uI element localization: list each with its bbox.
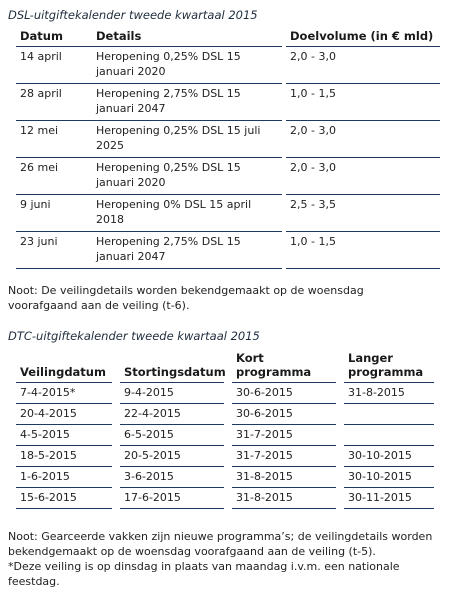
column-gap (224, 424, 232, 445)
cell-auction-date: 15-6-2015 (16, 487, 112, 509)
table-row: 4-5-2015 6-5-2015 31-7-2015 (16, 424, 434, 446)
cell-settlement-date: 17-6-2015 (120, 487, 224, 509)
cell-short-program: 31-7-2015 (232, 445, 336, 467)
cell-date: 14 april (16, 46, 92, 84)
cell-details: Heropening 2,75% DSL 15 januari 2047 (92, 83, 282, 121)
cell-date: 23 juni (16, 231, 92, 269)
table-header-row: Datum Details Doelvolume (in € mld) (16, 26, 440, 47)
table-row: 1-6-2015 3-6-2015 31-8-2015 30-10-2015 (16, 466, 434, 488)
cell-details: Heropening 0% DSL 15 april 2018 (92, 194, 282, 232)
header-details: Details (92, 26, 282, 47)
table-row: 9 juni Heropening 0% DSL 15 april 2018 2… (16, 194, 440, 232)
cell-short-program: 31-8-2015 (232, 487, 336, 509)
cell-long-program (344, 403, 434, 425)
header-stortingsdatum: Stortingsdatum (120, 346, 226, 383)
dsl-calendar-title: DSL-uitgiftekalender tweede kwartaal 201… (8, 8, 258, 22)
header-langer-programma: Langer programma (344, 346, 434, 383)
header-doelvolume: Doelvolume (in € mld) (286, 26, 440, 47)
cell-date: 9 juni (16, 194, 92, 232)
cell-date: 28 april (16, 83, 92, 121)
cell-volume: 1,0 - 1,5 (286, 83, 440, 121)
cell-short-program: 31-8-2015 (232, 466, 336, 488)
cell-settlement-date: 6-5-2015 (120, 424, 224, 446)
cell-details: Heropening 2,75% DSL 15 januari 2047 (92, 231, 282, 269)
cell-settlement-date: 22-4-2015 (120, 403, 224, 425)
column-gap (112, 445, 120, 466)
cell-short-program: 30-6-2015 (232, 382, 336, 404)
dtc-calendar-table: Veilingdatum Stortingsdatum Kort program… (16, 346, 434, 509)
column-gap (112, 424, 120, 445)
cell-auction-date: 1-6-2015 (16, 466, 112, 488)
dtc-note: Noot: Gearceerde vakken zijn nieuwe prog… (8, 529, 438, 589)
table-row: 7-4-2015* 9-4-2015 30-6-2015 31-8-2015 (16, 382, 434, 404)
header-veilingdatum: Veilingdatum (16, 346, 112, 383)
cell-date: 12 mei (16, 120, 92, 158)
cell-short-program: 30-6-2015 (232, 403, 336, 425)
column-gap (336, 466, 344, 487)
column-gap (224, 445, 232, 466)
cell-details: Heropening 0,25% DSL 15 januari 2020 (92, 46, 282, 84)
dtc-calendar-title: DTC-uitgiftekalender tweede kwartaal 201… (8, 329, 260, 343)
column-gap (112, 466, 120, 487)
dsl-note: Noot: De veilingdetails worden bekendgem… (8, 284, 364, 312)
cell-volume: 2,0 - 3,0 (286, 46, 440, 84)
cell-date: 26 mei (16, 157, 92, 195)
table-row: 26 mei Heropening 0,25% DSL 15 januari 2… (16, 157, 440, 195)
column-gap (112, 487, 120, 508)
table-row: 23 juni Heropening 2,75% DSL 15 januari … (16, 231, 440, 269)
cell-volume: 1,0 - 1,5 (286, 231, 440, 269)
table-row: 12 mei Heropening 0,25% DSL 15 juli 2025… (16, 120, 440, 158)
cell-details: Heropening 0,25% DSL 15 juli 2025 (92, 120, 282, 158)
table-row: 28 april Heropening 2,75% DSL 15 januari… (16, 83, 440, 121)
table-row: 15-6-2015 17-6-2015 31-8-2015 30-11-2015 (16, 487, 434, 509)
column-gap (336, 382, 344, 403)
cell-volume: 2,5 - 3,5 (286, 194, 440, 232)
column-gap (224, 403, 232, 424)
dtc-note-programs: Noot: Gearceerde vakken zijn nieuwe prog… (8, 530, 433, 558)
table-row: 18-5-2015 20-5-2015 31-7-2015 30-10-2015 (16, 445, 434, 467)
cell-settlement-date: 9-4-2015 (120, 382, 224, 404)
cell-settlement-date: 3-6-2015 (120, 466, 224, 488)
cell-long-program: 30-11-2015 (344, 487, 434, 509)
table-row: 14 april Heropening 0,25% DSL 15 januari… (16, 46, 440, 84)
column-gap (224, 382, 232, 403)
table-header-row: Veilingdatum Stortingsdatum Kort program… (16, 346, 434, 383)
cell-long-program (344, 424, 434, 446)
header-datum: Datum (16, 26, 92, 47)
cell-auction-date: 20-4-2015 (16, 403, 112, 425)
column-gap (224, 487, 232, 508)
column-gap (112, 382, 120, 403)
cell-details: Heropening 0,25% DSL 15 januari 2020 (92, 157, 282, 195)
cell-auction-date: 7-4-2015* (16, 382, 112, 404)
column-gap (336, 445, 344, 466)
cell-volume: 2,0 - 3,0 (286, 157, 440, 195)
dtc-note-holiday: *Deze veiling is op dinsdag in plaats va… (8, 560, 400, 588)
cell-volume: 2,0 - 3,0 (286, 120, 440, 158)
cell-long-program: 30-10-2015 (344, 445, 434, 467)
column-gap (336, 346, 344, 382)
column-gap (224, 466, 232, 487)
header-kort-programma: Kort programma (232, 346, 336, 383)
column-gap (112, 346, 120, 382)
dsl-calendar-table: Datum Details Doelvolume (in € mld) 14 a… (16, 26, 440, 269)
cell-long-program: 30-10-2015 (344, 466, 434, 488)
cell-long-program: 31-8-2015 (344, 382, 434, 404)
column-gap (336, 403, 344, 424)
column-gap (112, 403, 120, 424)
cell-auction-date: 18-5-2015 (16, 445, 112, 467)
cell-auction-date: 4-5-2015 (16, 424, 112, 446)
column-gap (336, 487, 344, 508)
column-gap (336, 424, 344, 445)
table-row: 20-4-2015 22-4-2015 30-6-2015 (16, 403, 434, 425)
cell-short-program: 31-7-2015 (232, 424, 336, 446)
cell-settlement-date: 20-5-2015 (120, 445, 224, 467)
